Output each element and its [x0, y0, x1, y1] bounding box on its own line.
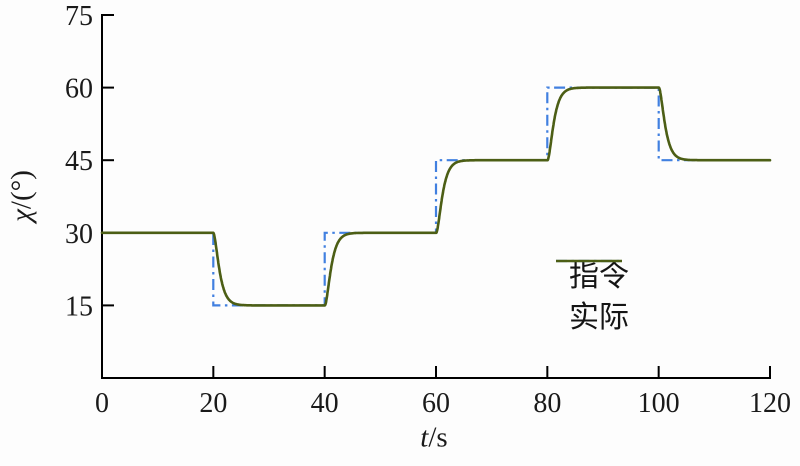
legend-swatch-actual	[556, 259, 622, 263]
x-tick-label-100: 100	[638, 388, 680, 419]
y-axis-label-unit: /(°)	[5, 170, 38, 210]
y-axis-label-symbol: χ	[5, 209, 38, 222]
series-actual-line	[100, 86, 772, 307]
x-tick-label-40: 40	[311, 388, 339, 419]
y-tick-label-15: 15	[65, 291, 93, 322]
x-tick-label-0: 0	[95, 388, 109, 419]
y-tick-label-75: 75	[65, 1, 93, 32]
y-tick-label-60: 60	[65, 74, 93, 105]
y-tick-label-45: 45	[65, 146, 93, 177]
legend-item-actual: 实际	[556, 259, 629, 338]
y-tick-label-30: 30	[65, 219, 93, 250]
legend-label-command: 指令	[569, 259, 629, 293]
x-tick-label-80: 80	[533, 388, 561, 419]
legend: 指令 实际	[556, 256, 629, 338]
y-axis-label: χ/(°)	[6, 170, 39, 222]
series-command-line	[102, 86, 770, 307]
legend-label-actual: 实际	[569, 300, 629, 334]
x-tick-label-60: 60	[422, 388, 450, 419]
x-tick-label-20: 20	[199, 388, 227, 419]
axes-lines	[101, 14, 771, 379]
x-axis-label: t/s	[420, 422, 447, 455]
x-axis-label-unit: /s	[428, 421, 448, 454]
x-axis-label-symbol: t	[420, 421, 429, 454]
x-tick-label-120: 120	[749, 388, 791, 419]
